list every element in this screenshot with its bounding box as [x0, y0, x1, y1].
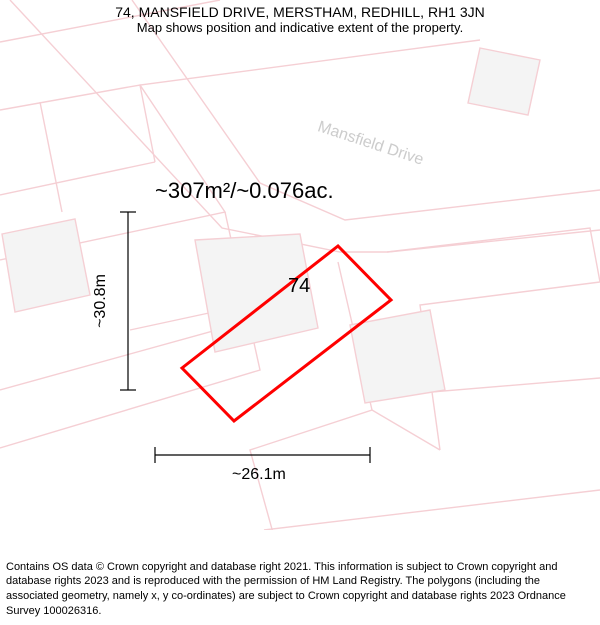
page-title: 74, MANSFIELD DRIVE, MERSTHAM, REDHILL, … — [0, 4, 600, 20]
dimension-horizontal-label: ~26.1m — [232, 466, 286, 484]
copyright-text: Contains OS data © Crown copyright and d… — [6, 560, 594, 619]
header: 74, MANSFIELD DRIVE, MERSTHAM, REDHILL, … — [0, 4, 600, 35]
house-number: 74 — [288, 275, 310, 298]
dimension-vertical-label: ~30.8m — [92, 274, 110, 328]
map-svg — [0, 0, 600, 530]
map-area: Mansfield Drive ~307m²/~0.076ac. 74 ~30.… — [0, 0, 600, 530]
area-label: ~307m²/~0.076ac. — [155, 178, 334, 204]
page-subtitle: Map shows position and indicative extent… — [0, 20, 600, 35]
